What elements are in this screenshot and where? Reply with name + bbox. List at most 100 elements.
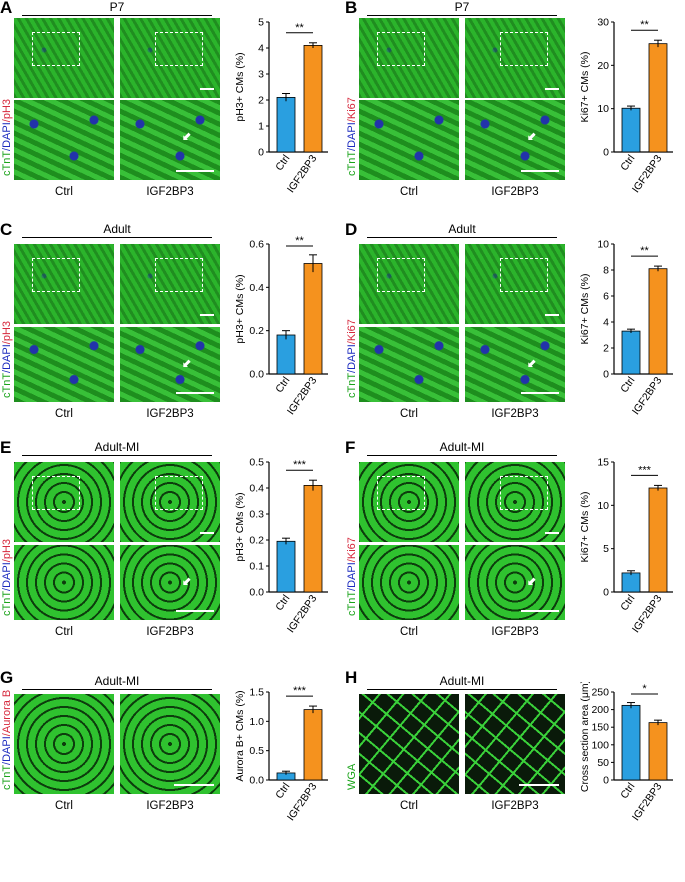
stain-part: /pH3	[1, 98, 13, 123]
igf2bp3-micrograph	[120, 462, 220, 542]
y-axis-label: pH3+ CMs (%)	[234, 492, 246, 561]
scale-bar	[521, 392, 559, 394]
y-tick-label: 0.4	[249, 282, 264, 294]
ctrl-micrograph	[14, 244, 114, 324]
y-axis-label: Ki67+ CMs (%)	[579, 52, 591, 123]
y-tick-label: 0.6	[249, 239, 264, 251]
condition-label-ctrl: Ctrl	[400, 186, 418, 198]
y-tick-label: 0.2	[249, 535, 264, 547]
panel-title: Adult	[448, 222, 476, 236]
y-tick-label: 1.5	[249, 687, 264, 699]
condition-label-ctrl: Ctrl	[400, 626, 418, 638]
significance-label: **	[295, 22, 304, 34]
x-tick-label: Ctrl	[618, 375, 637, 395]
stain-part: cTnT	[346, 372, 358, 398]
stain-part: /DAPI	[1, 122, 13, 151]
y-tick-label: 2	[258, 95, 264, 107]
condition-label-igf2bp3: IGF2BP3	[491, 186, 539, 198]
title-underline	[22, 15, 212, 16]
stain-label: cTnT/DAPI/pH3	[1, 539, 13, 616]
title-underline	[367, 689, 557, 690]
panel-letter: B	[345, 0, 358, 17]
arrow-icon: ⬋	[182, 131, 192, 143]
condition-label-ctrl: Ctrl	[55, 408, 73, 420]
ctrl-zoom-micrograph	[14, 100, 114, 180]
panel-f: F Adult-MI cTnT/DAPI/Ki67 ⬋ Ctrl IGF2BP3	[345, 438, 685, 650]
stain-part: /Ki67	[346, 97, 358, 123]
scale-bar	[174, 784, 214, 786]
condition-label-igf2bp3: IGF2BP3	[491, 408, 539, 420]
y-tick-label: 0	[258, 147, 264, 159]
igf2bp3-zoom-micrograph: ⬋	[120, 545, 220, 620]
y-tick-label: 10	[597, 103, 609, 115]
y-tick-label: 10	[597, 500, 609, 512]
panel-h: H Adult-MI WGA Ctrl IGF2BP3	[345, 668, 685, 828]
ctrl-micrograph	[14, 694, 114, 794]
y-tick-label: 4	[258, 43, 264, 55]
bar-igf2bp3	[648, 487, 668, 593]
igf2bp3-micrograph	[465, 18, 565, 98]
stain-part: /DAPI	[1, 736, 13, 765]
y-tick-label: 150	[591, 722, 609, 734]
y-tick-label: 1.0	[249, 716, 264, 728]
y-axis-label: Ki67+ CMs (%)	[579, 274, 591, 345]
stain-label: cTnT/DAPI/Ki67	[346, 97, 358, 176]
title-underline	[22, 455, 212, 456]
panel-title: Adult-MI	[94, 674, 140, 688]
y-tick-label: 0	[603, 775, 609, 787]
y-tick-label: 15	[597, 457, 609, 469]
zoom-region-box	[32, 32, 80, 66]
scale-bar	[200, 314, 214, 316]
x-tick-label: Ctrl	[618, 781, 637, 801]
stain-part: cTnT	[1, 590, 13, 616]
ctrl-micrograph	[359, 462, 459, 542]
stain-part: /DAPI	[346, 562, 358, 591]
stain-part: cTnT	[1, 372, 13, 398]
ctrl-zoom-micrograph	[359, 100, 459, 180]
x-tick-label: Ctrl	[273, 781, 292, 801]
y-tick-label: 0.1	[249, 561, 264, 573]
title-underline	[22, 689, 212, 690]
significance-label: ***	[638, 464, 652, 476]
title-underline	[367, 237, 557, 238]
x-tick-label: Ctrl	[618, 593, 637, 613]
condition-label-igf2bp3: IGF2BP3	[146, 186, 194, 198]
ctrl-micrograph	[14, 462, 114, 542]
zoom-region-box	[500, 476, 548, 510]
condition-label-ctrl: Ctrl	[400, 800, 418, 812]
scale-bar	[545, 532, 559, 534]
y-tick-label: 100	[591, 739, 609, 751]
y-tick-label: 3	[258, 69, 264, 81]
condition-label-igf2bp3: IGF2BP3	[491, 800, 539, 812]
bar-ctrl	[621, 330, 641, 375]
scale-bar	[200, 88, 214, 90]
condition-label-ctrl: Ctrl	[55, 186, 73, 198]
igf2bp3-zoom-micrograph: ⬋	[465, 545, 565, 620]
stain-part: /pH3	[1, 538, 13, 563]
title-underline	[367, 15, 557, 16]
bar-ctrl	[621, 704, 641, 781]
igf2bp3-zoom-micrograph: ⬋	[120, 100, 220, 180]
panel-title: P7	[454, 0, 470, 14]
panel-letter: E	[0, 438, 12, 457]
igf2bp3-zoom-micrograph: ⬋	[465, 100, 565, 180]
ctrl-micrograph	[359, 244, 459, 324]
igf2bp3-micrograph	[120, 244, 220, 324]
stain-part: WGA	[346, 763, 358, 790]
arrow-icon: ⬋	[527, 576, 537, 588]
zoom-region-box	[32, 258, 80, 292]
stain-part: /DAPI	[346, 122, 358, 151]
ctrl-micrograph	[14, 18, 114, 98]
y-tick-label: 0.5	[249, 745, 264, 757]
condition-label-igf2bp3: IGF2BP3	[146, 408, 194, 420]
igf2bp3-micrograph	[465, 694, 565, 794]
bar-chart: pH3+ CMs (%)0.00.10.20.30.40.5CtrlIGF2BP…	[234, 457, 328, 635]
ctrl-zoom-micrograph	[359, 545, 459, 620]
zoom-region-box	[377, 476, 425, 510]
igf2bp3-micrograph	[465, 244, 565, 324]
bar-igf2bp3	[648, 43, 668, 153]
zoom-region-box	[155, 476, 203, 510]
